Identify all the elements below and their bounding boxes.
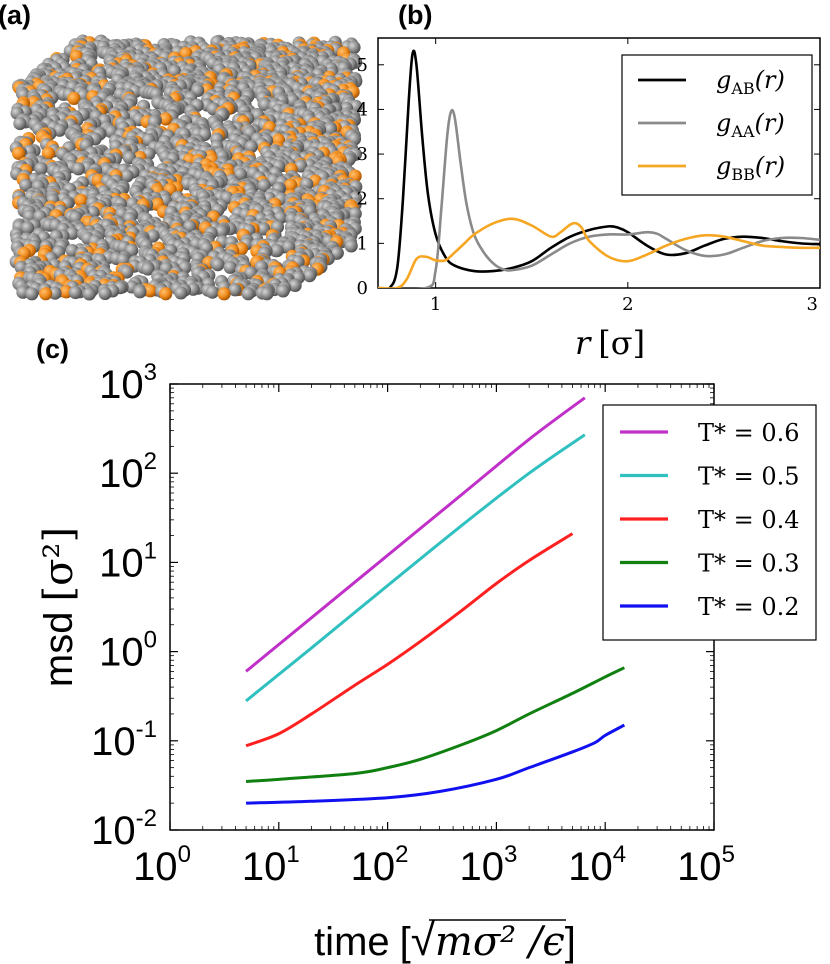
particle-b [67, 91, 81, 105]
particle-a [211, 258, 225, 272]
particle-a [205, 285, 219, 299]
msd-series-4 [246, 723, 626, 805]
msd-xtick-label: 100 [133, 841, 191, 889]
rdf-legend-label: gAB(r) [716, 66, 785, 98]
msd-series-0 [245, 396, 586, 673]
particle-a [347, 40, 361, 55]
msd-chart: 100 101 102 103 104 105 10-2 10-1 100 101 102 103 T… [36, 359, 817, 964]
particle-a [303, 269, 317, 283]
particle-a [34, 162, 48, 176]
particle-a [344, 239, 358, 253]
particle-a [133, 285, 147, 299]
particle-a [21, 221, 35, 235]
msd-ytick-label: 103 [99, 359, 157, 407]
particle-b [143, 284, 157, 298]
particle-b [217, 287, 231, 301]
msd-series-3 [245, 666, 626, 783]
particle-a [260, 287, 274, 301]
rdf-legend-label: gAA(r) [716, 109, 785, 141]
msd-ytick-label: 101 [99, 537, 157, 585]
msd-legend-label: T* = 0.6 [698, 419, 800, 447]
particle-a [68, 285, 82, 300]
msd-xtick-label: 101 [242, 841, 300, 889]
msd-legend: T* = 0.6 T* = 0.5 T* = 0.4 T* = 0.3 T* = 0.2 [602, 404, 817, 641]
msd-series-2 [245, 532, 574, 748]
particle-a [25, 287, 39, 301]
msd-ytick-label: 100 [99, 627, 157, 675]
particle-a [276, 284, 290, 298]
msd-xtick-label: 103 [459, 841, 517, 889]
particle-b [159, 287, 173, 301]
particle-b [12, 146, 26, 160]
rdf-series-bb [378, 217, 820, 288]
rdf-ytick-label: 5 [357, 55, 368, 76]
msd-series-1 [245, 433, 586, 703]
msd-legend-label: T* = 0.5 [698, 463, 800, 491]
particle-a [146, 229, 160, 243]
rdf-ytick-label: 0 [357, 278, 368, 299]
rdf-xtick-label: 2 [622, 294, 633, 315]
msd-ytick-label: 10-2 [91, 805, 157, 853]
msd-xlabel: time [√mσ² /ϵ] [314, 916, 576, 964]
particle-a [120, 169, 134, 183]
msd-legend-label: T* = 0.3 [698, 550, 800, 578]
rdf-ytick-label: 4 [357, 99, 368, 120]
particle-a [141, 262, 155, 276]
rdf-series-ab [378, 49, 820, 288]
particle-a [71, 162, 85, 176]
particle-a [241, 287, 255, 301]
msd-ylabel: msd[σ²] [36, 527, 82, 687]
particle-a [19, 178, 33, 192]
panel-label-c: (c) [36, 334, 69, 364]
msd-legend-box [602, 404, 817, 641]
rdf-xlabel: r [σ] [575, 324, 645, 362]
rdf-legend: gAB(r) gAA(r) gBB(r) [621, 54, 813, 196]
particle-b [159, 112, 173, 126]
panel-label-b: (b) [398, 0, 432, 30]
particle-b [39, 287, 53, 301]
msd-ytick-label: 10-1 [91, 716, 157, 764]
particle-box-image [9, 34, 363, 301]
msd-ytick-label: 102 [99, 448, 157, 496]
particle-b [41, 146, 56, 160]
panel-label-a: (a) [0, 0, 31, 30]
particle-a [174, 286, 188, 300]
particle-a [13, 116, 27, 131]
particle-b [59, 285, 73, 299]
msd-xtick-label: 104 [568, 841, 626, 889]
particle-a [223, 260, 237, 274]
rdf-ytick-label: 3 [357, 144, 368, 165]
msd-xtick-label: 102 [351, 841, 409, 889]
rdf-ytick-label: 2 [357, 189, 368, 210]
rdf-legend-box [621, 54, 813, 196]
rdf-xtick-label: 1 [430, 294, 441, 315]
rdf-chart: 1 2 3 0 1 2 3 4 5 gAB(r) gAA(r) gBB(r) r [σ] [357, 37, 821, 362]
rdf-legend-label: gBB(r) [716, 152, 785, 184]
particle-a [257, 178, 271, 193]
rdf-ytick-label: 1 [357, 233, 368, 254]
particle-a [82, 287, 96, 301]
msd-xtick-label: 105 [677, 841, 735, 889]
msd-legend-label: T* = 0.2 [698, 593, 800, 621]
particle-a [214, 224, 228, 238]
particle-b [74, 193, 88, 207]
particle-a [228, 283, 242, 297]
msd-legend-label: T* = 0.4 [698, 506, 800, 534]
particle-b [284, 178, 298, 192]
particle-a [258, 98, 272, 112]
particle-a [288, 278, 302, 292]
rdf-series-aa [378, 108, 820, 288]
particle-a [98, 286, 112, 300]
particle-a [270, 244, 284, 258]
rdf-xtick-label: 3 [807, 294, 818, 315]
